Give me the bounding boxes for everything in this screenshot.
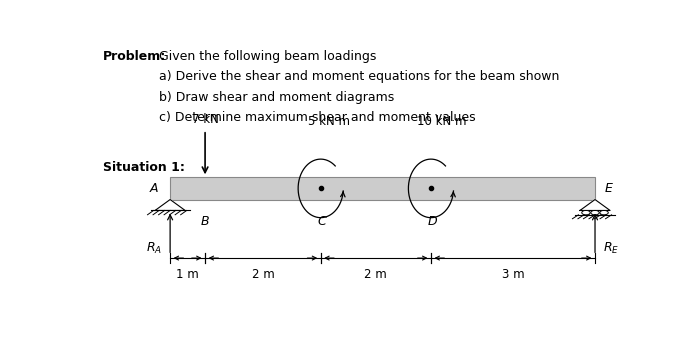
Circle shape [600, 210, 608, 215]
Text: Given the following beam loadings: Given the following beam loadings [160, 50, 377, 63]
Circle shape [582, 210, 590, 215]
Text: 7 kN: 7 kN [192, 113, 219, 126]
Text: b) Draw shear and moment diagrams: b) Draw shear and moment diagrams [160, 90, 395, 104]
Text: Situation 1:: Situation 1: [103, 160, 185, 173]
Text: E: E [604, 182, 613, 195]
Text: 5 kN·m: 5 kN·m [307, 115, 350, 129]
Polygon shape [580, 199, 610, 210]
Text: $R_E$: $R_E$ [603, 241, 619, 256]
Text: A: A [150, 182, 158, 195]
Text: Problem:: Problem: [103, 50, 166, 63]
Bar [170, 177, 595, 199]
Circle shape [591, 210, 599, 215]
Text: 2 m: 2 m [364, 268, 387, 281]
Text: c) Determine maximum shear and moment values: c) Determine maximum shear and moment va… [160, 111, 476, 123]
Text: 1 m: 1 m [176, 268, 199, 281]
Text: D: D [428, 215, 437, 228]
Text: 10 kN·m: 10 kN·m [417, 115, 466, 129]
Text: 3 m: 3 m [502, 268, 524, 281]
Text: 2 m: 2 m [251, 268, 274, 281]
Polygon shape [155, 199, 185, 210]
Text: B: B [201, 215, 210, 228]
Text: a) Derive the shear and moment equations for the beam shown: a) Derive the shear and moment equations… [160, 71, 560, 84]
Text: $R_A$: $R_A$ [146, 241, 162, 256]
Text: C: C [318, 215, 327, 228]
